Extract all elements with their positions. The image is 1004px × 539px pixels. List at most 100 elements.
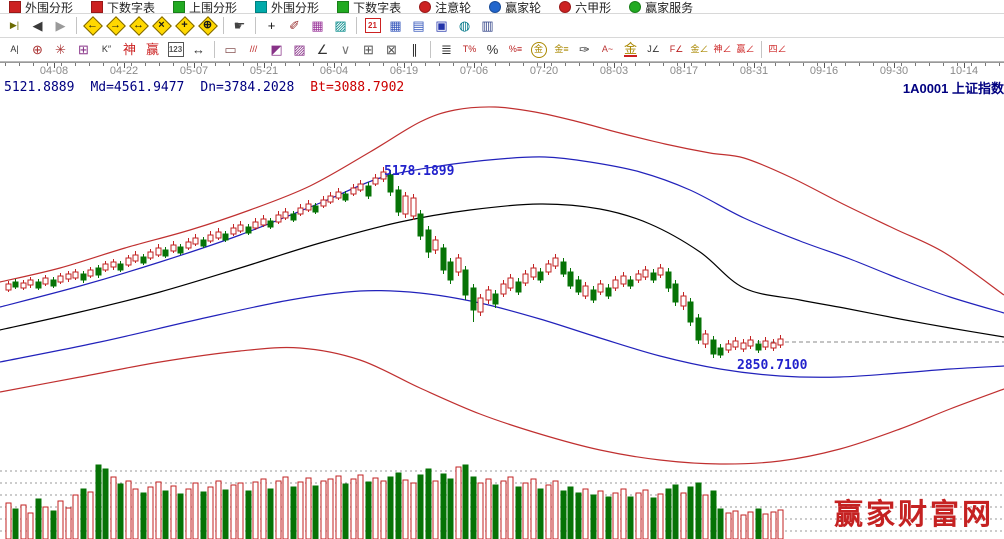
volume-bar (350, 478, 357, 539)
step-forward-icon[interactable]: ▶ (50, 15, 71, 36)
menu-item[interactable]: 下数字表 (337, 0, 401, 13)
gann-circle-icon[interactable]: ⊕ (27, 39, 48, 60)
ying-angle-icon[interactable]: 赢∠ (735, 39, 756, 60)
zigzag-icon[interactable]: ∨ (335, 39, 356, 60)
shen-angle-icon[interactable]: 神∠ (712, 39, 733, 60)
ying-ruler-icon[interactable]: 赢 (142, 39, 163, 60)
gift-icon[interactable]: ▦ (307, 15, 328, 36)
percent-icon[interactable]: % (482, 39, 503, 60)
candle-body (500, 283, 507, 295)
date-label: 08-03 (599, 65, 629, 77)
candle-body (650, 272, 657, 281)
hand-icon[interactable]: ☛ (229, 15, 250, 36)
save-icon[interactable]: ▣ (431, 15, 452, 36)
candle-body (770, 342, 777, 349)
zoom-cross-icon[interactable]: + (174, 15, 195, 36)
shen-ruler-icon[interactable]: 神 (119, 39, 140, 60)
grid-tool-icon[interactable]: ⊞ (358, 39, 379, 60)
text-tool-icon: A| (10, 44, 19, 54)
measure-icon[interactable]: ↔ (188, 39, 209, 60)
gold-circle-icon[interactable]: 金 (528, 39, 549, 60)
gold-lines-icon[interactable]: 金≡ (551, 39, 572, 60)
menu-bar: 外围分形 下数字表 上围分形 外围分形 下数字表 注意轮 赢家轮 六甲形 赢家服务 (0, 0, 1004, 14)
percent-lines-icon[interactable]: %≡ (505, 39, 526, 60)
t-percent-icon[interactable]: T% (459, 39, 480, 60)
angle-tool-icon[interactable]: ∠ (312, 39, 333, 60)
date-label: 07-20 (529, 65, 559, 77)
jump-end-icon[interactable]: ▶| (4, 15, 25, 36)
gold-angle-icon[interactable]: 金∠ (689, 39, 710, 60)
parallel-lines-icon[interactable]: ∥ (404, 39, 425, 60)
zoom-right-icon[interactable]: → (105, 15, 126, 36)
rays-icon[interactable]: /// (243, 39, 264, 60)
gann-square-icon[interactable]: ⊞ (73, 39, 94, 60)
brush-icon[interactable]: ✑ (574, 39, 595, 60)
candle-body (50, 279, 57, 287)
zoom-left-icon[interactable]: ← (82, 15, 103, 36)
notepad-icon[interactable]: ▤ (408, 15, 429, 36)
gold-underline-icon[interactable]: 金 (620, 39, 641, 60)
text-tool-icon[interactable]: A| (4, 39, 25, 60)
menu-item[interactable]: 下数字表 (91, 0, 155, 13)
volume-bar (170, 485, 177, 539)
volume-bar (252, 481, 259, 539)
volume-bar (755, 508, 762, 539)
menu-item[interactable]: 外围分形 (255, 0, 319, 13)
step-back-icon[interactable]: ◀ (27, 15, 48, 36)
menu-item[interactable]: 赢家服务 (629, 0, 693, 13)
calculator-icon[interactable]: ▦ (385, 15, 406, 36)
volume-bar (485, 478, 492, 539)
candle-body (320, 199, 327, 207)
crosshair-icon[interactable]: + (261, 15, 282, 36)
volume-bar (80, 488, 87, 539)
menu-item[interactable]: 上围分形 (173, 0, 237, 13)
rect-tool-icon[interactable]: ▭ (220, 39, 241, 60)
globe-icon[interactable]: ◍ (454, 15, 475, 36)
menu-item[interactable]: 外围分形 (9, 0, 73, 13)
f-angle-icon[interactable]: F∠ (666, 39, 687, 60)
menu-item[interactable]: 六甲形 (559, 0, 611, 13)
ruler-123-icon: 123 (167, 42, 184, 57)
candle-body (597, 283, 604, 293)
printer-icon[interactable]: ▥ (477, 15, 498, 36)
candle-body (5, 283, 12, 291)
menu-item-icon (9, 1, 21, 13)
fan-grid-icon[interactable]: ▨ (289, 39, 310, 60)
volume-bar (620, 488, 627, 539)
candle-body (717, 347, 724, 356)
marker-pen-icon[interactable]: ✐ (284, 15, 305, 36)
ruler-123-icon[interactable]: 123 (165, 39, 186, 60)
gann-wheel-icon[interactable]: ✳ (50, 39, 71, 60)
kline-tool-icon[interactable]: K″ (96, 39, 117, 60)
zoom-horizontal-icon[interactable]: ↔ (128, 15, 149, 36)
kline-tool-icon: K″ (101, 44, 112, 54)
candle-body (402, 195, 409, 215)
candle-body (665, 271, 672, 289)
menu-item[interactable]: 赢家轮 (489, 0, 541, 13)
fan-box-icon[interactable]: ◩ (266, 39, 287, 60)
zoom-diagonal-icon[interactable]: × (151, 15, 172, 36)
volume-bar (245, 490, 252, 539)
axis-major-tick (334, 63, 335, 68)
gann-wheel-icon: ✳ (55, 42, 66, 57)
candle-body (522, 273, 529, 284)
puzzle-icon[interactable]: ▨ (330, 15, 351, 36)
gann-square-icon: ⊞ (78, 42, 89, 57)
candle-body (342, 193, 349, 201)
levels-icon[interactable]: ≣ (436, 39, 457, 60)
menu-item[interactable]: 注意轮 (419, 0, 471, 13)
zoom-all-icon[interactable]: ⊕ (197, 15, 218, 36)
wave-tool-icon[interactable]: A~ (597, 39, 618, 60)
candle-body (732, 340, 739, 348)
peak-price-label: 5178.1899 (384, 164, 455, 179)
candle-body (747, 339, 754, 347)
calendar-icon[interactable]: 21 (362, 15, 383, 36)
grid-arrow-icon[interactable]: ⊠ (381, 39, 402, 60)
si-angle-icon[interactable]: 四∠ (767, 39, 788, 60)
step-back-icon: ◀ (32, 18, 43, 33)
j-angle-icon[interactable]: J∠ (643, 39, 664, 60)
candle-body (635, 273, 642, 281)
low-price-label: 2850.7100 (737, 358, 808, 373)
